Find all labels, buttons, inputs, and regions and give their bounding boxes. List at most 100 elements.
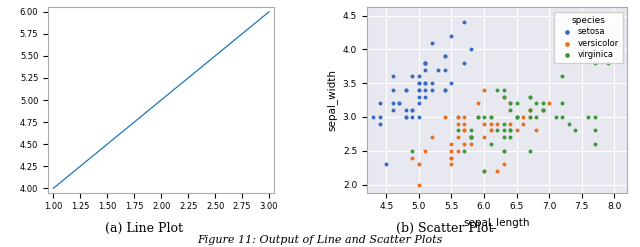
versicolor [460, 115, 470, 119]
virginica [538, 108, 548, 112]
setosa [375, 122, 385, 126]
virginica [466, 135, 476, 139]
virginica [589, 142, 600, 146]
versicolor [499, 95, 509, 99]
setosa [427, 81, 437, 85]
versicolor [453, 115, 463, 119]
versicolor [453, 122, 463, 126]
virginica [472, 115, 483, 119]
setosa [440, 88, 450, 92]
setosa [388, 74, 398, 78]
setosa [446, 81, 456, 85]
setosa [427, 41, 437, 44]
virginica [479, 169, 489, 173]
versicolor [524, 108, 534, 112]
setosa [420, 81, 431, 85]
setosa [414, 115, 424, 119]
virginica [538, 102, 548, 105]
versicolor [466, 135, 476, 139]
versicolor [446, 156, 456, 160]
setosa [414, 88, 424, 92]
Y-axis label: sepal_width: sepal_width [326, 69, 337, 131]
virginica [466, 128, 476, 132]
setosa [407, 115, 417, 119]
versicolor [479, 122, 489, 126]
virginica [479, 115, 489, 119]
X-axis label: sepal_length: sepal_length [464, 217, 531, 228]
virginica [524, 95, 534, 99]
virginica [589, 61, 600, 65]
versicolor [499, 162, 509, 166]
setosa [420, 61, 431, 65]
virginica [589, 128, 600, 132]
versicolor [485, 128, 495, 132]
Text: Figure 11: Output of Line and Scatter Plots: Figure 11: Output of Line and Scatter Pl… [197, 235, 443, 245]
versicolor [505, 122, 515, 126]
setosa [420, 68, 431, 72]
setosa [388, 102, 398, 105]
versicolor [531, 128, 541, 132]
versicolor [440, 115, 450, 119]
virginica [485, 142, 495, 146]
virginica [538, 108, 548, 112]
virginica [505, 128, 515, 132]
versicolor [479, 135, 489, 139]
setosa [388, 108, 398, 112]
setosa [440, 54, 450, 58]
setosa [368, 115, 378, 119]
virginica [531, 115, 541, 119]
setosa [394, 102, 404, 105]
virginica [466, 135, 476, 139]
versicolor [524, 115, 534, 119]
virginica [505, 108, 515, 112]
versicolor [485, 122, 495, 126]
virginica [570, 128, 580, 132]
versicolor [446, 156, 456, 160]
versicolor [446, 162, 456, 166]
versicolor [485, 115, 495, 119]
setosa [420, 81, 431, 85]
virginica [557, 102, 567, 105]
versicolor [453, 115, 463, 119]
versicolor [446, 142, 456, 146]
setosa [375, 102, 385, 105]
Legend: setosa, versicolor, virginica: setosa, versicolor, virginica [554, 12, 623, 63]
setosa [427, 88, 437, 92]
versicolor [420, 149, 431, 153]
virginica [524, 108, 534, 112]
setosa [401, 88, 411, 92]
versicolor [505, 102, 515, 105]
setosa [446, 34, 456, 38]
setosa [420, 61, 431, 65]
setosa [407, 108, 417, 112]
virginica [557, 115, 567, 119]
versicolor [460, 142, 470, 146]
virginica [505, 128, 515, 132]
virginica [511, 115, 522, 119]
setosa [420, 95, 431, 99]
setosa [414, 88, 424, 92]
setosa [388, 88, 398, 92]
setosa [420, 61, 431, 65]
versicolor [485, 128, 495, 132]
Text: (b) Scatter Plot: (b) Scatter Plot [396, 222, 493, 235]
virginica [499, 88, 509, 92]
setosa [460, 20, 470, 24]
setosa [401, 108, 411, 112]
versicolor [466, 142, 476, 146]
virginica [485, 115, 495, 119]
versicolor [492, 169, 502, 173]
virginica [499, 95, 509, 99]
virginica [505, 102, 515, 105]
versicolor [518, 115, 528, 119]
virginica [583, 115, 593, 119]
versicolor [511, 128, 522, 132]
virginica [499, 122, 509, 126]
virginica [524, 149, 534, 153]
virginica [511, 102, 522, 105]
virginica [511, 115, 522, 119]
setosa [401, 115, 411, 119]
virginica [453, 128, 463, 132]
virginica [499, 128, 509, 132]
versicolor [524, 108, 534, 112]
